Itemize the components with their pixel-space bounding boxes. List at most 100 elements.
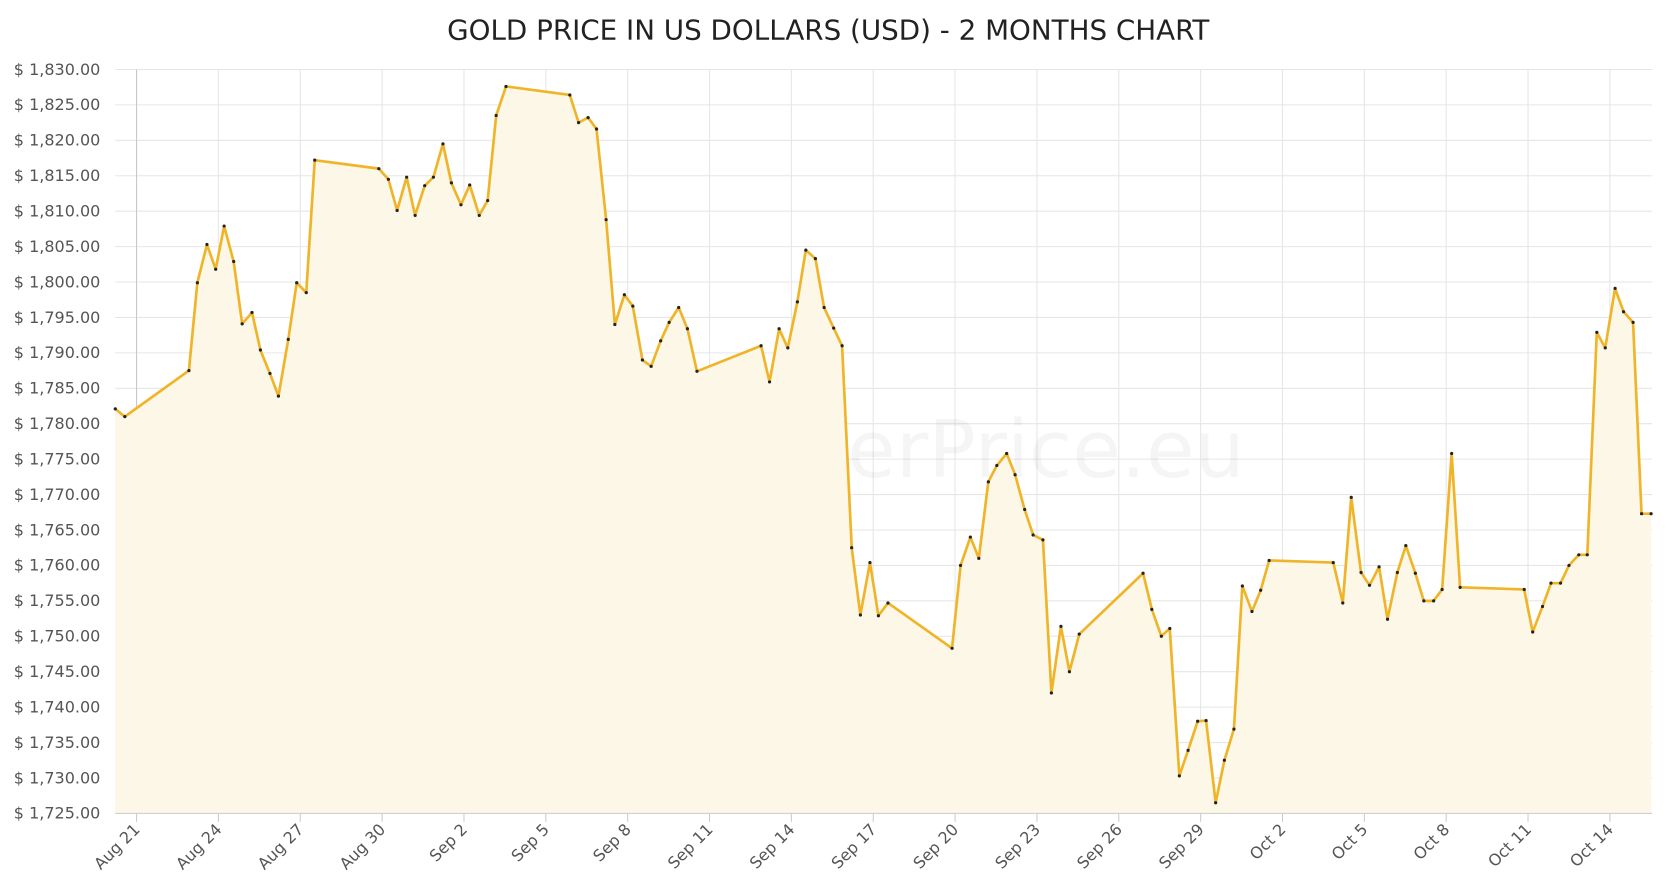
data-point <box>286 337 290 342</box>
data-point <box>459 203 463 207</box>
plot <box>113 84 1653 814</box>
data-point <box>1639 512 1644 516</box>
data-point <box>494 113 498 118</box>
y-tick-label: $ 1,765.00 <box>14 520 101 539</box>
x-tick-label: Oct 8 <box>1409 820 1453 864</box>
data-point <box>313 158 317 162</box>
x-tick-label: Oct 5 <box>1328 820 1372 864</box>
data-point <box>876 614 881 618</box>
data-point <box>667 320 671 325</box>
data-point <box>222 224 226 228</box>
data-point <box>631 304 635 308</box>
data-point <box>1077 632 1081 636</box>
y-tick-label: $ 1,815.00 <box>14 166 101 185</box>
data-point <box>477 213 481 218</box>
y-tick-label: $ 1,745.00 <box>14 662 101 681</box>
data-point <box>813 257 817 261</box>
data-point <box>1613 286 1617 291</box>
data-point <box>1522 587 1526 592</box>
data-point <box>604 218 608 222</box>
data-point <box>1377 565 1381 569</box>
data-point <box>395 208 399 213</box>
data-point <box>822 305 826 310</box>
x-tick-label: Sep 14 <box>746 820 799 873</box>
y-tick-label: $ 1,790.00 <box>14 343 101 362</box>
x-tick-label: Oct 14 <box>1566 820 1617 871</box>
data-point <box>1567 563 1571 568</box>
data-point <box>659 339 663 343</box>
y-tick-label: $ 1,725.00 <box>14 804 101 823</box>
x-tick-label: Sep 20 <box>909 820 962 873</box>
data-point <box>1558 581 1563 585</box>
data-point <box>677 305 681 310</box>
data-point <box>1367 583 1372 587</box>
data-point <box>950 646 954 650</box>
data-point <box>295 281 299 285</box>
data-point <box>1440 587 1444 592</box>
data-point <box>767 380 772 384</box>
data-point <box>759 344 763 348</box>
data-point <box>1204 718 1208 723</box>
data-point <box>1631 320 1635 325</box>
data-point <box>1259 588 1263 592</box>
data-point <box>276 394 281 398</box>
data-point <box>1196 719 1200 723</box>
data-point <box>1232 727 1236 731</box>
x-tick-label: Aug 21 <box>90 820 144 874</box>
data-point <box>1214 801 1218 805</box>
data-point <box>1531 630 1535 634</box>
data-point <box>832 326 836 330</box>
y-tick-label: $ 1,820.00 <box>14 131 101 150</box>
data-point <box>504 84 508 89</box>
y-tick-label: $ 1,770.00 <box>14 485 101 504</box>
data-point <box>840 344 844 348</box>
data-point <box>1540 604 1545 609</box>
data-point <box>1059 624 1063 628</box>
data-point <box>1267 558 1271 563</box>
data-point <box>622 293 626 297</box>
data-point <box>795 300 799 304</box>
data-point <box>568 93 572 97</box>
data-point <box>195 281 199 285</box>
data-point <box>1041 538 1045 542</box>
x-tick-label: Aug 30 <box>336 820 390 874</box>
data-point <box>268 371 272 376</box>
data-point <box>1349 495 1353 500</box>
data-point <box>858 613 863 617</box>
data-point <box>586 116 590 120</box>
x-tick-label: Sep 5 <box>507 820 553 866</box>
x-tick-label: Sep 11 <box>664 820 717 873</box>
data-point <box>123 415 127 419</box>
x-tick-label: Sep 23 <box>991 820 1044 873</box>
data-point <box>777 327 781 331</box>
data-point <box>1450 451 1454 456</box>
data-point <box>1577 553 1581 557</box>
y-tick-label: $ 1,805.00 <box>14 237 101 256</box>
data-point <box>640 358 645 362</box>
area <box>115 86 1652 814</box>
data-point <box>1013 473 1017 477</box>
data-point <box>431 175 436 179</box>
data-point <box>1595 330 1599 334</box>
data-point <box>804 248 808 252</box>
data-point <box>1422 599 1426 603</box>
data-point <box>423 184 427 188</box>
y-tick-label: $ 1,825.00 <box>14 95 101 114</box>
y-tick-label: $ 1,755.00 <box>14 591 101 610</box>
y-tick-label: $ 1,775.00 <box>14 449 101 468</box>
data-point <box>649 364 653 368</box>
data-point <box>377 167 381 171</box>
y-tick-label: $ 1,740.00 <box>14 697 101 716</box>
data-point <box>1222 758 1226 762</box>
data-point <box>1049 691 1053 695</box>
data-point <box>413 213 417 218</box>
y-tick-label: $ 1,780.00 <box>14 414 101 433</box>
data-point <box>486 198 490 203</box>
data-point <box>1549 581 1553 585</box>
data-point <box>449 181 454 185</box>
data-point <box>786 346 790 350</box>
data-point <box>1168 626 1172 631</box>
data-point <box>1432 599 1436 603</box>
